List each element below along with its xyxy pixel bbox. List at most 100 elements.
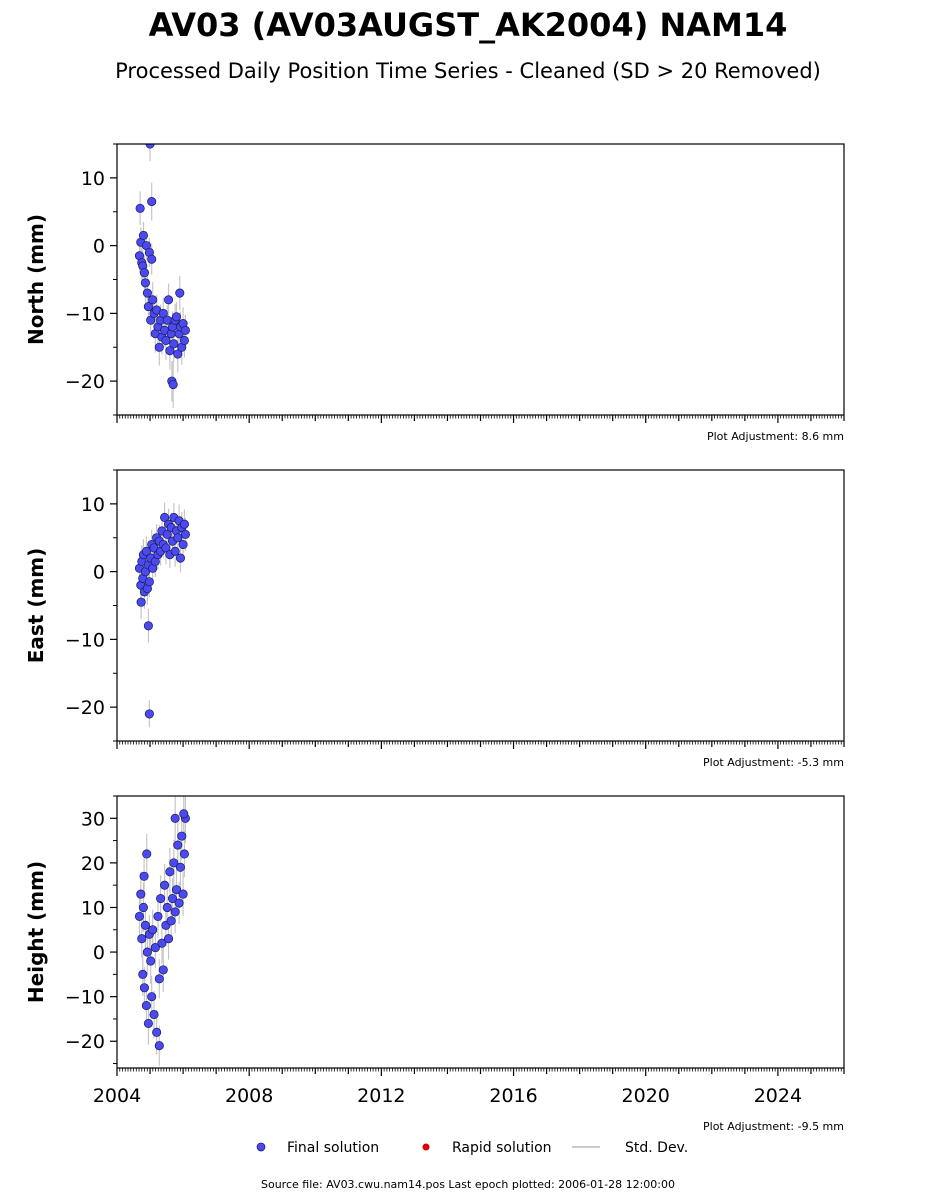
data-point <box>170 907 180 917</box>
data-point <box>143 302 153 312</box>
legend-final-marker <box>256 1142 266 1152</box>
data-point <box>173 840 183 850</box>
data-point <box>173 533 183 543</box>
data-point <box>154 1041 164 1051</box>
data-point <box>179 335 189 346</box>
data-point <box>175 553 185 563</box>
data-point <box>174 898 184 908</box>
x-tick-label: 2024 <box>754 1085 802 1107</box>
data-point <box>147 254 157 264</box>
data-point <box>143 621 153 631</box>
data-point <box>158 965 168 975</box>
y-axis-label: East (mm) <box>24 548 48 664</box>
data-point <box>164 934 174 944</box>
y-tick-label: −20 <box>65 371 105 393</box>
legend: Final solution Rapid solution Std. Dev. <box>256 1140 688 1156</box>
data-point <box>165 346 175 356</box>
legend-rapid-marker <box>422 1143 430 1151</box>
data-point <box>140 920 150 930</box>
data-point <box>177 831 187 841</box>
plot-frame <box>116 469 845 742</box>
data-point <box>144 709 154 719</box>
data-point <box>143 1018 153 1028</box>
legend-rapid-label: Rapid solution <box>452 1140 552 1156</box>
data-point <box>147 197 157 207</box>
data-point <box>160 512 170 522</box>
data-point <box>166 916 176 926</box>
y-tick-label: 10 <box>81 494 105 516</box>
x-tick-label: 2016 <box>489 1085 537 1107</box>
data-point <box>156 894 166 904</box>
data-point <box>154 974 164 984</box>
data-point <box>134 911 145 921</box>
y-tick-label: −10 <box>65 303 105 325</box>
data-point <box>141 546 151 556</box>
data-point <box>136 597 146 607</box>
data-point <box>169 339 179 349</box>
data-point <box>161 335 171 346</box>
final-points <box>134 512 190 719</box>
data-point <box>175 288 185 298</box>
data-point <box>173 349 183 359</box>
x-tick-label: 2008 <box>225 1085 273 1107</box>
data-point <box>170 546 180 556</box>
y-tick-label: −20 <box>65 1031 105 1053</box>
y-tick-label: 10 <box>81 897 105 919</box>
final-points <box>134 144 190 390</box>
y-tick-label: −10 <box>65 629 105 651</box>
data-point <box>178 539 188 550</box>
data-point <box>164 295 174 305</box>
data-point <box>139 268 149 278</box>
y-axis-label: Height (mm) <box>24 861 48 1003</box>
x-tick-label: 2012 <box>357 1085 405 1107</box>
data-point <box>142 849 152 859</box>
data-point <box>141 1001 151 1011</box>
data-point <box>180 325 190 335</box>
data-point <box>136 889 146 899</box>
data-point <box>138 230 148 241</box>
data-point <box>170 813 180 823</box>
data-point <box>171 312 182 322</box>
data-point <box>171 885 182 895</box>
data-point <box>161 543 171 553</box>
data-point <box>139 983 149 993</box>
data-point <box>165 867 175 877</box>
data-point <box>162 529 172 539</box>
data-point <box>179 809 189 819</box>
chart-title: AV03 (AV03AUGST_AK2004) NAM14 <box>149 6 788 44</box>
data-point <box>178 889 188 899</box>
plot-frame <box>116 143 845 416</box>
data-point <box>180 529 190 539</box>
data-point <box>139 871 149 881</box>
data-point <box>148 295 158 305</box>
data-point <box>149 1009 159 1020</box>
data-point <box>179 849 189 859</box>
y-tick-label: −20 <box>65 697 105 719</box>
plot-frame <box>116 795 845 1069</box>
y-tick-label: 10 <box>81 168 105 190</box>
height-panel: 30 20 10 0 −10 −20 2004 2008 2012 2016 2020 2024 Hei… <box>24 795 845 1133</box>
plot-adjustment: Plot Adjustment: -5.3 mm <box>703 756 844 769</box>
legend-stddev-label: Std. Dev. <box>625 1140 688 1156</box>
data-point <box>175 862 185 872</box>
source-footer: Source file: AV03.cwu.nam14.pos Last epo… <box>261 1178 675 1191</box>
data-point <box>144 577 154 587</box>
data-point <box>148 925 158 935</box>
y-tick-label: 0 <box>93 236 105 258</box>
data-point <box>146 956 156 966</box>
data-point <box>150 943 160 953</box>
data-point <box>167 894 178 904</box>
data-point <box>160 880 170 890</box>
y-axis-label: North (mm) <box>24 214 48 345</box>
data-point <box>154 342 164 352</box>
data-point <box>157 938 167 948</box>
data-point <box>179 519 189 529</box>
x-tick-label: 2020 <box>622 1085 670 1107</box>
final-points <box>134 809 190 1051</box>
data-point <box>138 902 148 913</box>
plot-adjustment: Plot Adjustment: 8.6 mm <box>707 430 844 443</box>
data-point <box>138 969 148 979</box>
data-point <box>147 992 157 1002</box>
data-point <box>153 911 163 921</box>
